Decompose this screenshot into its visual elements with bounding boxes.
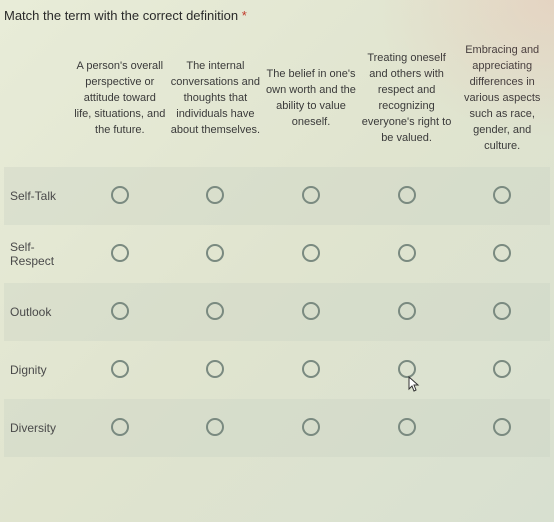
radio-0-0[interactable]: [111, 186, 129, 204]
cursor-icon: [405, 376, 421, 394]
radio-4-0[interactable]: [111, 418, 129, 436]
radio-4-3[interactable]: [398, 418, 416, 436]
required-asterisk: *: [242, 8, 247, 23]
col-header-1: The internal conversations and thoughts …: [168, 39, 264, 167]
radio-2-4[interactable]: [493, 302, 511, 320]
radio-1-2[interactable]: [302, 244, 320, 262]
radio-0-2[interactable]: [302, 186, 320, 204]
radio-1-3[interactable]: [398, 244, 416, 262]
col-header-4: Embracing and appreciating differences i…: [454, 39, 550, 167]
radio-0-1[interactable]: [206, 186, 224, 204]
radio-3-1[interactable]: [206, 360, 224, 378]
radio-2-0[interactable]: [111, 302, 129, 320]
row-label-4: Diversity: [4, 399, 72, 457]
radio-3-3[interactable]: [398, 360, 416, 378]
radio-4-1[interactable]: [206, 418, 224, 436]
radio-1-4[interactable]: [493, 244, 511, 262]
row-label-2: Outlook: [4, 283, 72, 341]
radio-0-3[interactable]: [398, 186, 416, 204]
radio-3-4[interactable]: [493, 360, 511, 378]
col-header-0: A person's overall perspective or attitu…: [72, 39, 168, 167]
radio-3-2[interactable]: [302, 360, 320, 378]
row-label-1: Self-Respect: [4, 225, 72, 283]
question-label: Match the term with the correct definiti…: [4, 8, 238, 23]
radio-1-1[interactable]: [206, 244, 224, 262]
radio-2-2[interactable]: [302, 302, 320, 320]
radio-2-1[interactable]: [206, 302, 224, 320]
matching-grid: A person's overall perspective or attitu…: [4, 39, 550, 457]
row-label-3: Dignity: [4, 341, 72, 399]
col-header-3: Treating oneself and others with respect…: [359, 39, 455, 167]
row-label-0: Self-Talk: [4, 167, 72, 225]
radio-4-2[interactable]: [302, 418, 320, 436]
radio-3-0[interactable]: [111, 360, 129, 378]
radio-1-0[interactable]: [111, 244, 129, 262]
radio-2-3[interactable]: [398, 302, 416, 320]
header-blank: [4, 39, 72, 167]
radio-4-4[interactable]: [493, 418, 511, 436]
question-text: Match the term with the correct definiti…: [4, 8, 550, 23]
radio-0-4[interactable]: [493, 186, 511, 204]
col-header-2: The belief in one's own worth and the ab…: [263, 39, 359, 167]
